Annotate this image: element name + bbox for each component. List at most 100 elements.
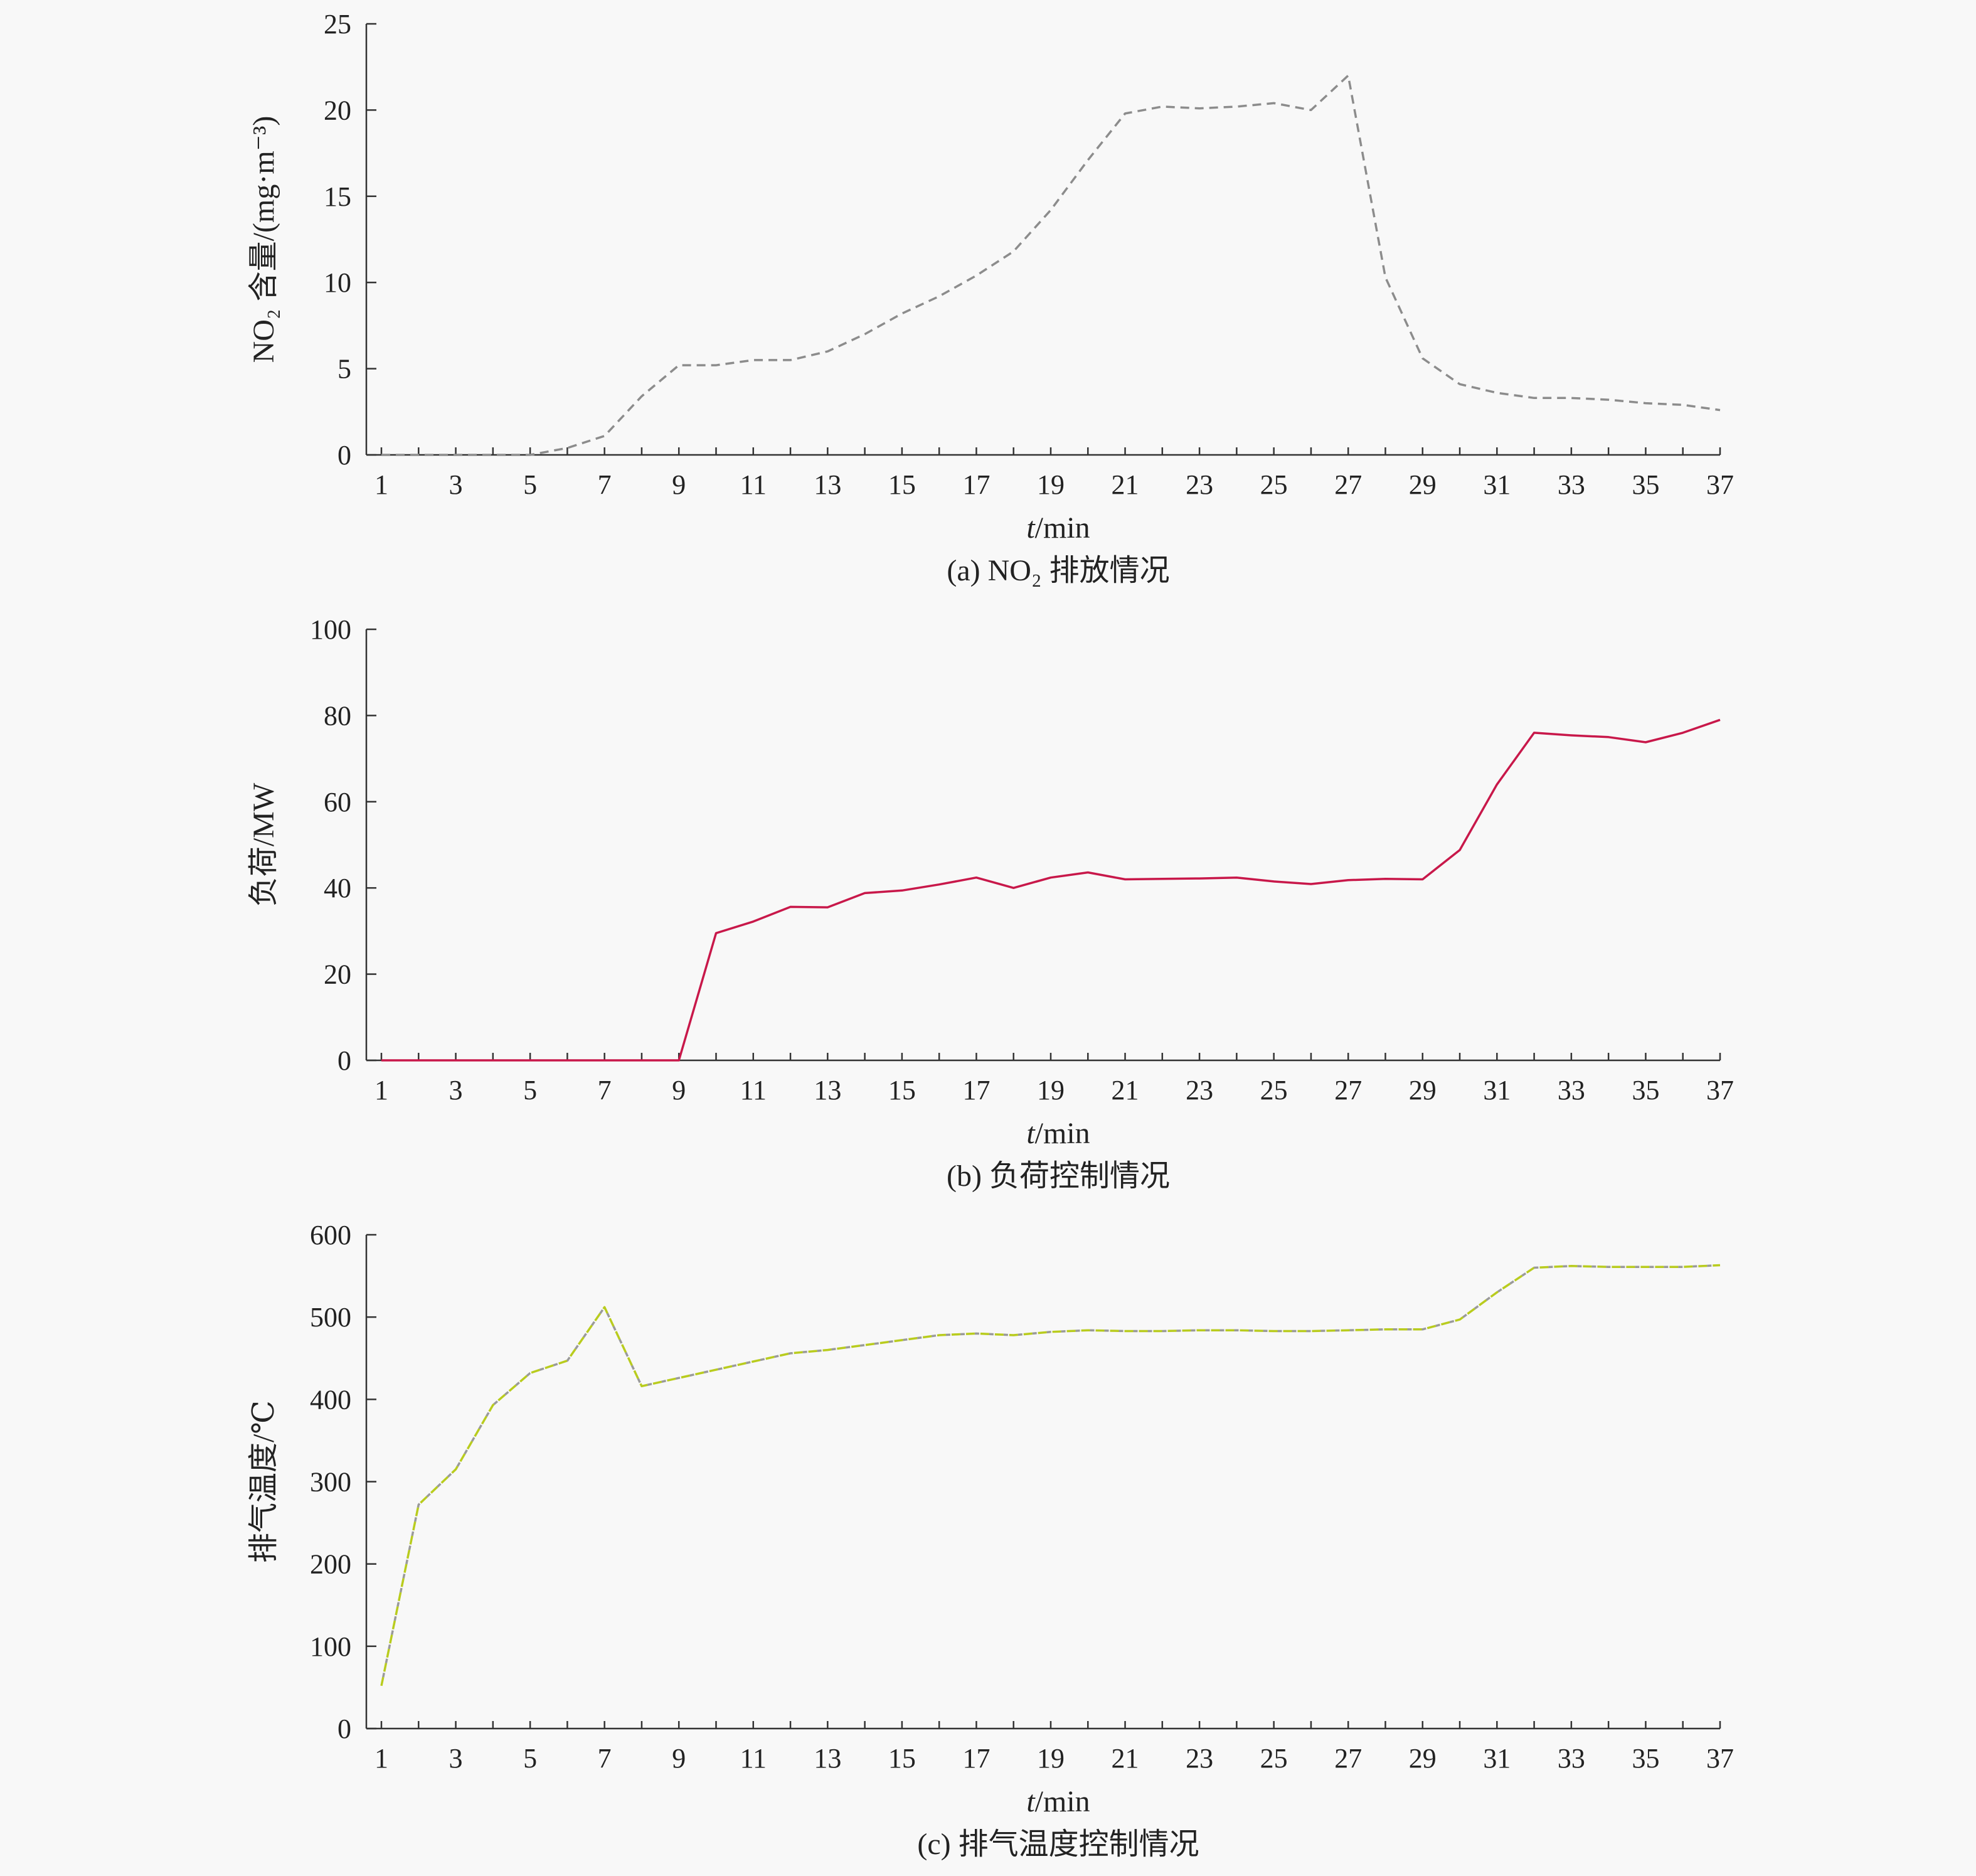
x-tick-label: 23 (1186, 1743, 1213, 1774)
y-tick-label: 10 (324, 267, 351, 298)
y-tick-label: 40 (324, 873, 351, 903)
x-axis-title-italic: t (1026, 1117, 1036, 1150)
panel-caption: (a) NO₂ 排放情况 (947, 554, 1169, 587)
x-tick-label: 33 (1558, 1075, 1585, 1106)
x-tick-label: 11 (740, 1075, 767, 1106)
x-tick-label: 9 (672, 1075, 686, 1106)
x-tick-label: 29 (1409, 469, 1437, 500)
x-tick-label: 5 (523, 469, 537, 500)
y-tick-label: 400 (310, 1384, 351, 1415)
y-tick-label: 5 (337, 354, 351, 385)
x-tick-label: 19 (1037, 1743, 1065, 1774)
y-tick-label: 100 (310, 1631, 351, 1662)
x-tick-label: 19 (1037, 1075, 1065, 1106)
x-axis-title-unit: /min (1035, 1785, 1090, 1818)
x-tick-label: 27 (1334, 1743, 1362, 1774)
y-axis: 0 5 10 15 20 25 (324, 9, 376, 471)
x-tick-label: 3 (449, 1075, 463, 1106)
x-tick-label: 21 (1112, 1075, 1139, 1106)
x-tick-label: 23 (1186, 469, 1213, 500)
x-axis-title: t/min (1026, 1117, 1090, 1150)
x-tick-label: 27 (1334, 1075, 1362, 1106)
panel-caption: (c) 排气温度控制情况 (917, 1828, 1199, 1861)
x-tick-label: 31 (1483, 469, 1511, 500)
x-tick-label: 27 (1334, 469, 1362, 500)
x-tick-label: 25 (1260, 1075, 1288, 1106)
x-tick-label: 13 (814, 1743, 841, 1774)
x-tick-label: 31 (1483, 1075, 1511, 1106)
x-axis: 1 3 5 7 9 11 13 15 17 19 21 23 25 27 29 31 33 35 37 (366, 1053, 1734, 1106)
y-tick-label: 15 (324, 181, 351, 212)
panel-caption: (b) 负荷控制情况 (947, 1159, 1170, 1193)
x-tick-label: 35 (1632, 1075, 1659, 1106)
y-tick-label: 25 (324, 9, 351, 40)
x-tick-label: 15 (888, 469, 916, 500)
y-tick-label: 80 (324, 700, 351, 731)
x-tick-label: 33 (1558, 469, 1585, 500)
y-tick-label: 0 (337, 440, 351, 471)
x-axis: 1 3 5 7 9 11 13 15 17 19 21 23 25 27 29 31 33 35 37 (366, 1721, 1734, 1774)
x-tick-label: 7 (598, 469, 612, 500)
y-axis: 0 100 200 300 400 500 600 (310, 1220, 376, 1744)
y-tick-label: 300 (310, 1467, 351, 1498)
x-axis-title: t/min (1026, 1785, 1090, 1818)
y-tick-label: 500 (310, 1302, 351, 1333)
x-tick-label: 15 (888, 1743, 916, 1774)
y-axis-title: 负荷/MW (247, 782, 280, 907)
x-tick-label: 11 (740, 1743, 767, 1774)
x-tick-label: 33 (1558, 1743, 1585, 1774)
x-tick-label: 7 (598, 1743, 612, 1774)
x-tick-label: 19 (1037, 469, 1065, 500)
x-tick-label: 9 (672, 1743, 686, 1774)
series-line (381, 718, 1721, 1062)
x-tick-label: 35 (1632, 469, 1659, 500)
x-tick-label: 13 (814, 1075, 841, 1106)
y-axis-title: 排气温度/℃ (247, 1400, 280, 1563)
y-tick-label: 0 (337, 1045, 351, 1076)
x-tick-label: 29 (1409, 1743, 1437, 1774)
x-tick-label: 3 (449, 469, 463, 500)
x-axis-title-italic: t (1026, 1785, 1036, 1818)
x-tick-label: 25 (1260, 469, 1288, 500)
x-tick-label: 17 (962, 469, 990, 500)
x-tick-label: 25 (1260, 1743, 1288, 1774)
x-tick-label: 37 (1706, 1743, 1734, 1774)
x-tick-label: 15 (888, 1075, 916, 1106)
x-tick-label: 37 (1706, 1075, 1734, 1106)
x-axis: 1 3 5 7 9 11 13 15 17 19 21 23 25 27 29 31 33 35 37 (366, 447, 1734, 500)
x-tick-label: 5 (523, 1075, 537, 1106)
x-tick-label: 1 (374, 469, 388, 500)
y-axis: 0 20 40 60 80 100 (310, 614, 376, 1076)
x-tick-label: 37 (1706, 469, 1734, 500)
x-tick-label: 31 (1483, 1743, 1511, 1774)
x-tick-label: 11 (740, 469, 767, 500)
x-tick-label: 3 (449, 1743, 463, 1774)
series-line-alt-dash (380, 1264, 1721, 1687)
series-line (381, 74, 1721, 456)
x-tick-label: 1 (374, 1075, 388, 1106)
x-axis-title: t/min (1026, 511, 1090, 545)
x-tick-label: 35 (1632, 1743, 1659, 1774)
x-tick-label: 1 (374, 1743, 388, 1774)
x-tick-label: 17 (962, 1075, 990, 1106)
x-tick-label: 17 (962, 1743, 990, 1774)
y-tick-label: 60 (324, 787, 351, 818)
x-tick-label: 9 (672, 469, 686, 500)
x-tick-label: 23 (1186, 1075, 1213, 1106)
x-tick-label: 21 (1112, 1743, 1139, 1774)
x-axis-title-unit: /min (1035, 1117, 1090, 1150)
series-line (380, 1264, 1721, 1687)
y-tick-label: 200 (310, 1549, 351, 1580)
x-tick-label: 21 (1112, 469, 1139, 500)
y-tick-label: 600 (310, 1220, 351, 1250)
y-tick-label: 20 (324, 959, 351, 990)
x-tick-label: 13 (814, 469, 841, 500)
y-axis-title: NO₂ 含量/(mg·m⁻³) (247, 116, 280, 363)
x-axis-title-unit: /min (1035, 511, 1090, 545)
x-tick-label: 7 (598, 1075, 612, 1106)
x-axis-title-italic: t (1026, 511, 1036, 545)
